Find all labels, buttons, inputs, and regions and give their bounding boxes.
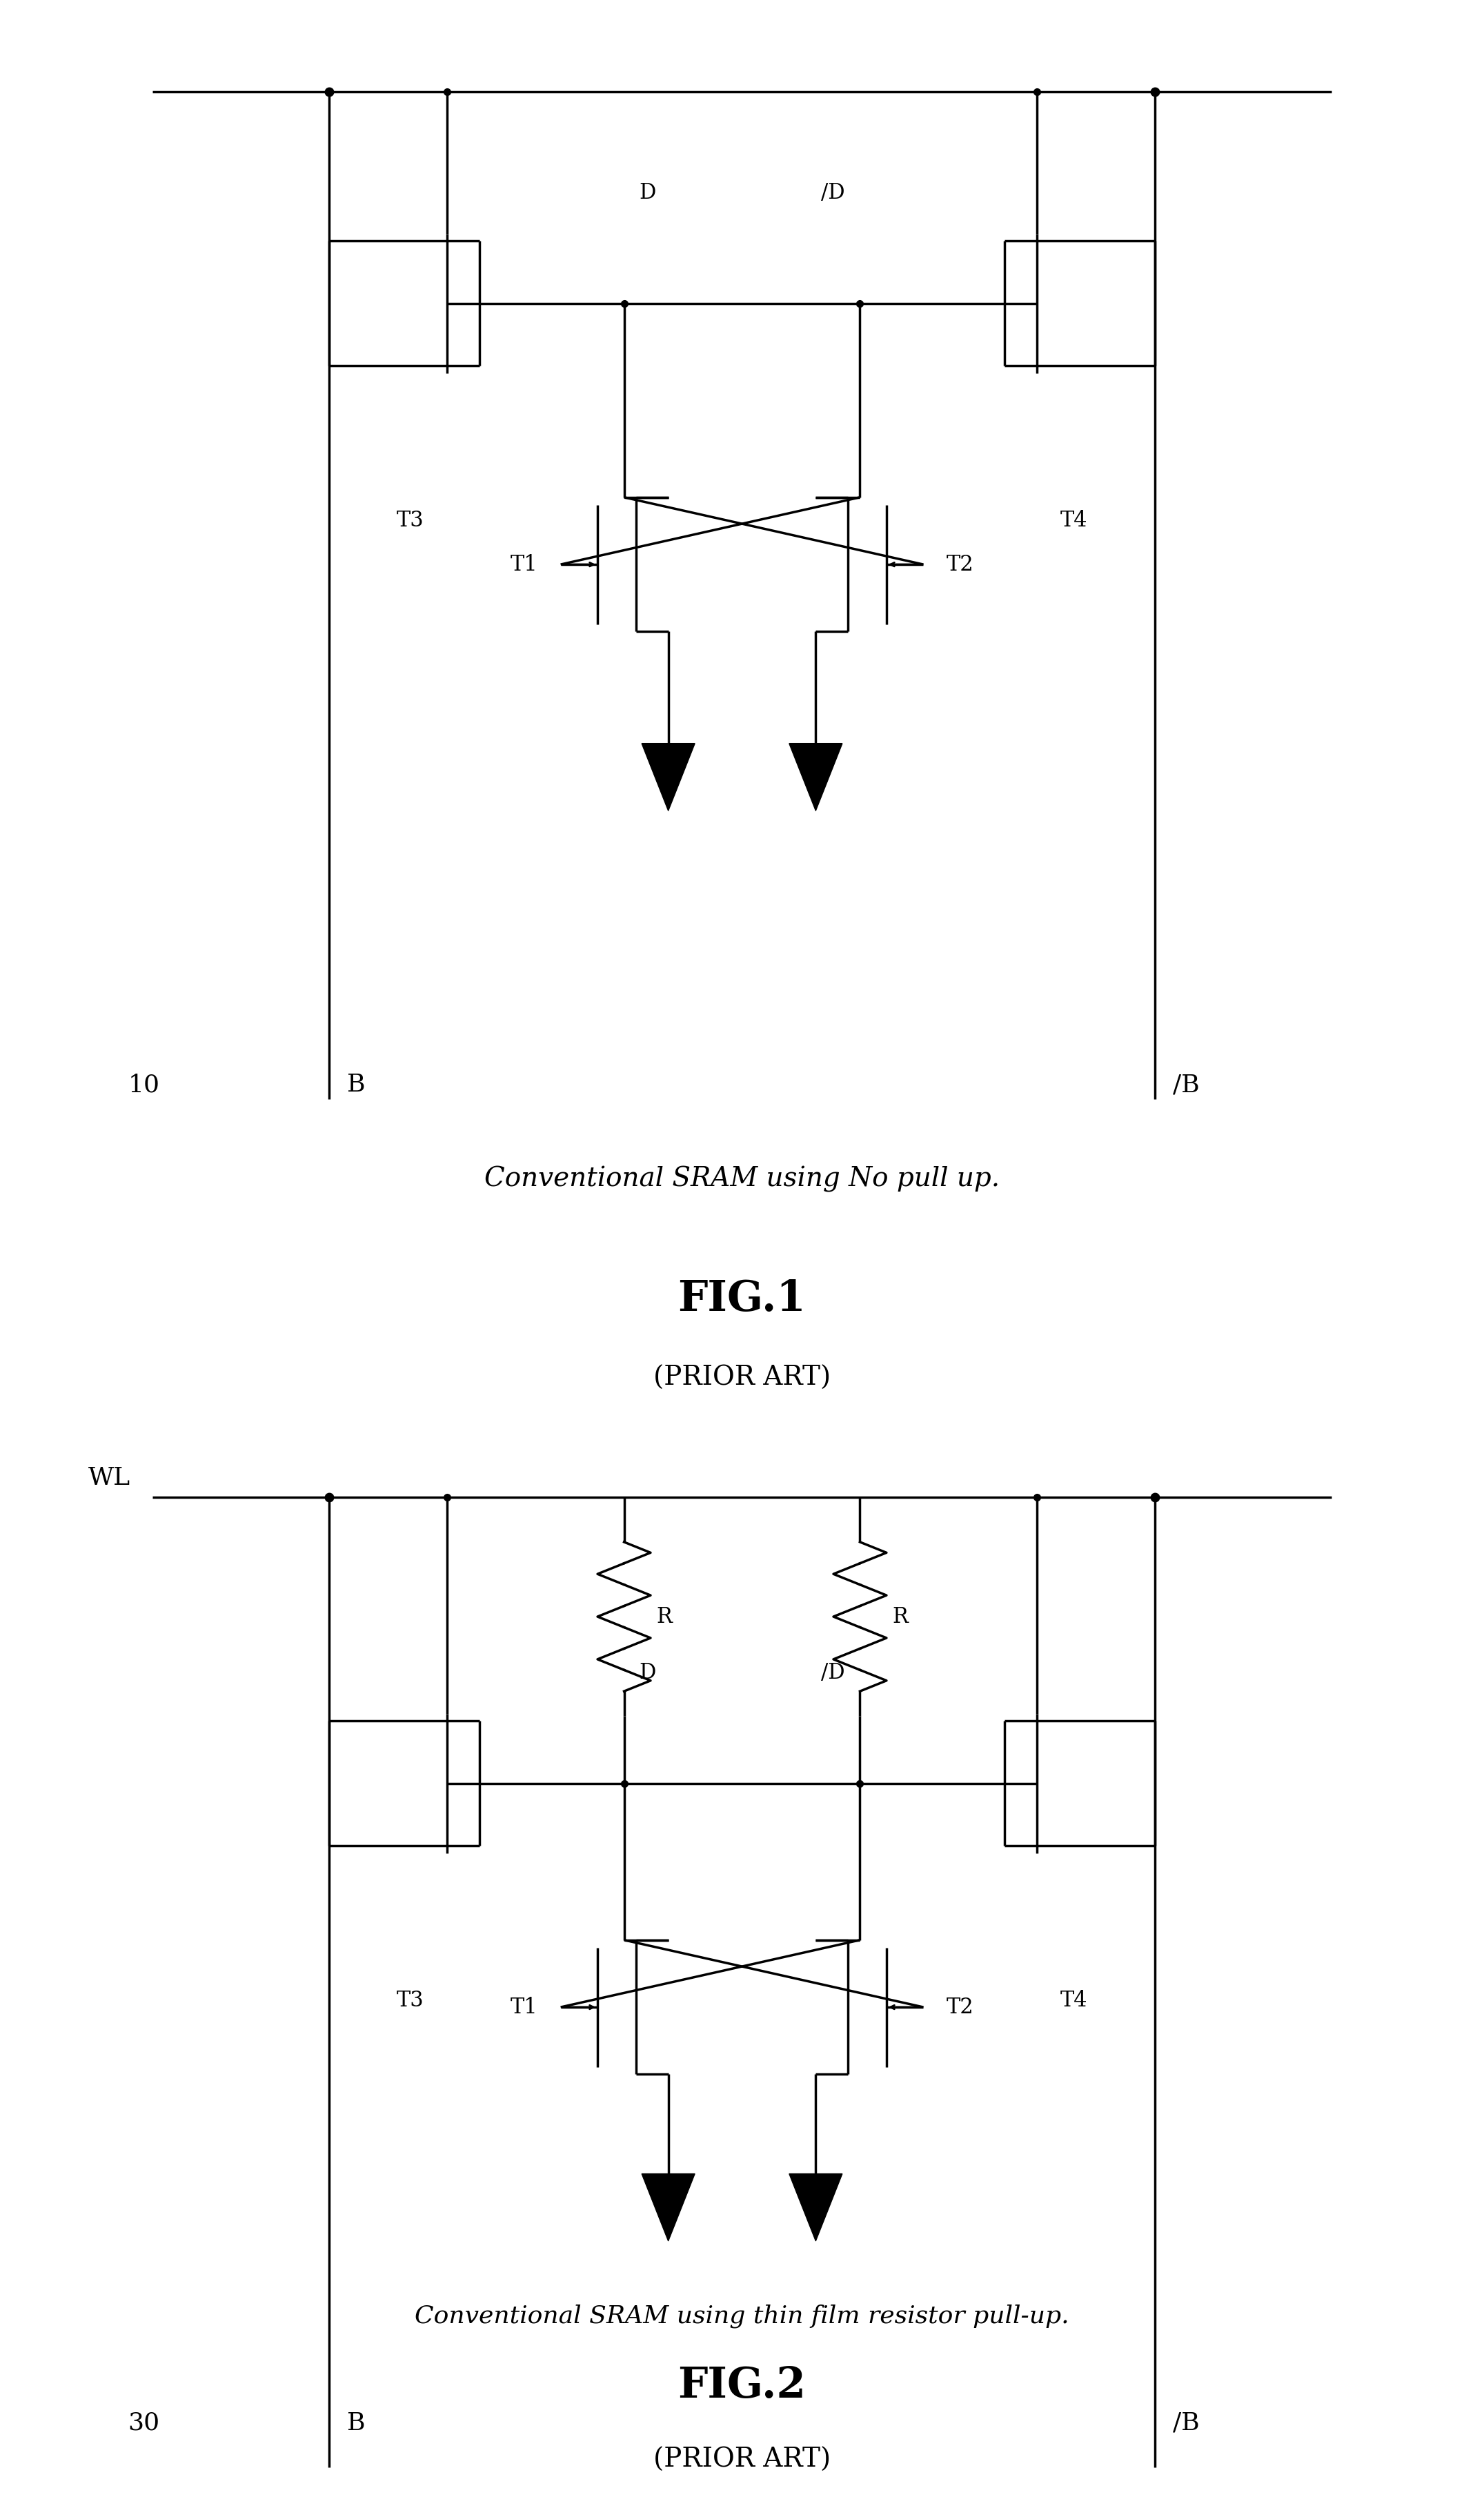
Text: /D: /D xyxy=(821,182,846,205)
Polygon shape xyxy=(789,2175,843,2240)
Text: B: B xyxy=(347,2412,365,2435)
Text: T2: T2 xyxy=(947,1998,974,2018)
Polygon shape xyxy=(789,744,843,812)
Text: 10: 10 xyxy=(128,1074,160,1096)
Text: Conventional SRAM using thin film resistor pull-up.: Conventional SRAM using thin film resist… xyxy=(414,2305,1070,2327)
Text: T2: T2 xyxy=(947,554,974,574)
Text: FIG.1: FIG.1 xyxy=(678,1278,806,1318)
Text: (PRIOR ART): (PRIOR ART) xyxy=(653,2447,831,2472)
Polygon shape xyxy=(641,2175,695,2240)
Text: Conventional SRAM using No pull up.: Conventional SRAM using No pull up. xyxy=(484,1166,1000,1191)
Text: R: R xyxy=(656,1606,672,1628)
Text: T3: T3 xyxy=(396,509,424,532)
Text: T1: T1 xyxy=(510,554,537,574)
Text: FIG.2: FIG.2 xyxy=(678,2365,806,2407)
Text: R: R xyxy=(892,1606,908,1628)
Text: T1: T1 xyxy=(510,1998,537,2018)
Text: /B: /B xyxy=(1172,2412,1199,2435)
Text: D: D xyxy=(638,182,656,205)
Text: (PRIOR ART): (PRIOR ART) xyxy=(653,1366,831,1391)
Text: D: D xyxy=(638,1663,656,1683)
Text: T4: T4 xyxy=(1060,1990,1088,2010)
Text: T3: T3 xyxy=(396,1990,424,2010)
Polygon shape xyxy=(641,744,695,812)
Text: 30: 30 xyxy=(128,2412,160,2435)
Text: /D: /D xyxy=(821,1663,846,1683)
Text: /B: /B xyxy=(1172,1074,1199,1096)
Text: B: B xyxy=(347,1074,365,1096)
Text: WL: WL xyxy=(88,1466,131,1491)
Text: T4: T4 xyxy=(1060,509,1088,532)
